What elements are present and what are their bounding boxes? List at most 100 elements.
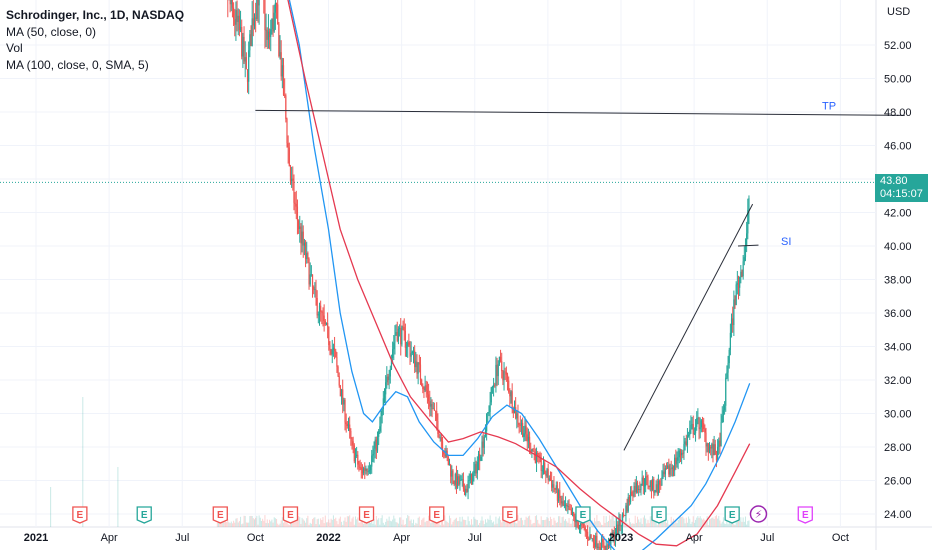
volume-bar: [393, 515, 395, 527]
price-axis[interactable]: 52.0050.0048.0046.0044.0042.0040.0038.00…: [884, 40, 912, 521]
candle-body: [490, 387, 492, 403]
candle-body: [675, 457, 677, 465]
symbol-title[interactable]: Schrodinger, Inc., 1D, NASDAQ: [6, 8, 185, 22]
volume-bar: [567, 522, 569, 527]
volume-bar: [262, 518, 264, 527]
candle-body: [657, 480, 660, 494]
candle-body: [685, 441, 687, 446]
volume-bar: [466, 524, 468, 527]
candle-body: [704, 428, 706, 433]
legend-ma100[interactable]: MA (100, close, 0, SMA, 5): [6, 57, 149, 72]
volume-bar: [263, 520, 265, 527]
candle-body: [378, 430, 380, 437]
candle-body: [383, 394, 386, 399]
candle-body: [466, 488, 468, 492]
drawings[interactable]: TP SI: [255, 100, 905, 451]
candle-body: [349, 424, 351, 431]
volume-bar: [325, 522, 327, 527]
legend-ma50[interactable]: MA (50, close, 0): [6, 24, 97, 39]
volume-bar: [595, 521, 597, 527]
candle-body: [517, 413, 519, 424]
x-tick-label: Oct: [539, 532, 556, 544]
volume-bar: [675, 520, 677, 527]
candle-body: [451, 470, 453, 477]
volume-bar: [370, 523, 372, 527]
candle-body: [530, 449, 532, 452]
candle-body: [385, 382, 387, 395]
candle-body: [453, 480, 455, 485]
candle-body: [496, 364, 498, 377]
volume-bar: [520, 517, 522, 527]
candle-body: [458, 476, 460, 485]
volume-bar: [331, 519, 333, 527]
candle-body: [342, 389, 344, 405]
candle-body: [560, 498, 562, 504]
volume-bar: [250, 515, 252, 527]
candle-body: [419, 364, 422, 380]
candle-body: [725, 377, 727, 406]
volume-bar: [257, 524, 259, 527]
candle-body: [621, 513, 624, 526]
candle-body: [396, 332, 398, 341]
volume-bar: [278, 524, 280, 527]
volume-bar: [676, 523, 678, 527]
volume-bar: [530, 519, 532, 527]
volume-bar: [495, 516, 497, 527]
volume-bar: [419, 524, 421, 527]
candle-body: [292, 178, 294, 181]
candle-body: [357, 454, 359, 465]
candle-body: [551, 480, 553, 488]
candle-body: [706, 443, 708, 447]
candle-body: [548, 478, 550, 481]
volume-bar: [371, 517, 373, 527]
candle-body: [698, 417, 700, 430]
time-axis[interactable]: 2021 Apr Jul Oct 2022 Apr Jul Oct 2023 Apr Jul Oct: [24, 532, 849, 544]
candle-body: [617, 524, 619, 534]
volume-bar: [251, 515, 253, 527]
volume-bar: [318, 524, 320, 527]
volume-bar: [424, 522, 426, 527]
candle-body: [266, 29, 268, 40]
candle-body: [332, 348, 335, 350]
volume-bar: [292, 519, 294, 527]
candle-body: [658, 480, 661, 485]
legend-volume[interactable]: Vol: [6, 41, 23, 55]
volume-bar: [375, 516, 377, 527]
volume-bar: [656, 524, 658, 527]
earnings-marker: [502, 506, 518, 524]
volume-bar: [478, 524, 480, 527]
candle-body: [580, 523, 582, 527]
currency-label[interactable]: USD: [887, 6, 911, 18]
earnings-label: E: [141, 510, 148, 521]
event-markers[interactable]: E E E E E E E E E E ⚡ E: [72, 505, 813, 524]
candle-body: [686, 435, 689, 446]
volume-bar: [628, 518, 630, 527]
candle-body: [710, 446, 712, 449]
candle-body: [424, 385, 426, 391]
candle-body: [689, 429, 691, 435]
volume-bar: [613, 520, 615, 527]
candle-body: [577, 522, 579, 529]
candle-body: [320, 305, 322, 312]
y-tick-label: 38.00: [884, 275, 912, 287]
candle-body: [611, 533, 613, 537]
volume-bar: [310, 523, 312, 527]
volume-bar: [222, 519, 224, 527]
candle-body: [324, 320, 326, 325]
candle-body: [417, 362, 419, 374]
candle-body: [664, 468, 666, 475]
earnings-marker: [136, 506, 152, 524]
candle-body: [541, 470, 543, 472]
candle-body: [629, 491, 632, 503]
candle-body: [741, 271, 743, 277]
volume-bar: [632, 523, 634, 527]
volume-bar: [330, 518, 332, 527]
candle-body: [476, 461, 478, 474]
volume-bar: [274, 518, 276, 527]
volume-bar: [526, 517, 528, 527]
candle-body: [400, 328, 402, 345]
candle-body: [653, 479, 655, 493]
volume-bar: [379, 524, 381, 527]
volume-bar: [294, 518, 296, 527]
